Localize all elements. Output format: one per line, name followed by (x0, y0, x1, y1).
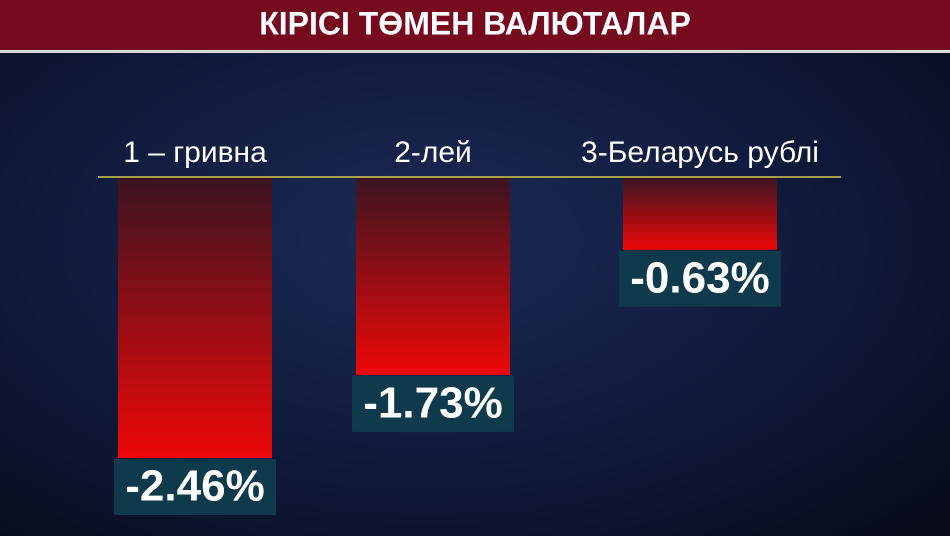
value-label-box (352, 375, 514, 432)
value-label-box (114, 459, 276, 515)
value-label: -2.46% (125, 462, 264, 511)
bar (118, 178, 272, 458)
header-band (0, 0, 950, 50)
bar (623, 178, 777, 250)
category-label: 1 – гривна (123, 136, 267, 169)
value-label-box (619, 250, 781, 307)
chart-title: КІРІСІ ТӨМЕН ВАЛЮТАЛАР (259, 5, 691, 41)
value-label: -0.63% (630, 253, 769, 302)
category-label: 3-Беларусь рублі (581, 136, 819, 169)
value-label: -1.73% (363, 379, 502, 428)
header-rule (0, 50, 950, 53)
bar (356, 178, 510, 375)
category-label: 2-лей (394, 136, 472, 169)
